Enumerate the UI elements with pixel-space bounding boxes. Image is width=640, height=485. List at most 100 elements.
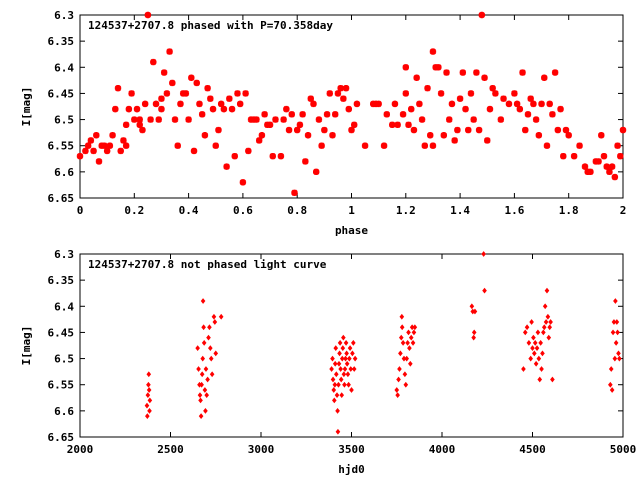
data-point (174, 142, 181, 149)
data-point (534, 345, 540, 351)
data-point (394, 121, 401, 128)
x-tick-label: 0.6 (233, 204, 253, 217)
data-point (332, 111, 339, 118)
data-point (206, 334, 211, 341)
data-point (200, 355, 206, 362)
data-point (205, 376, 210, 383)
data-point (616, 350, 621, 357)
data-point (342, 85, 350, 92)
data-point (76, 152, 84, 160)
data-point (345, 105, 352, 113)
data-point (304, 132, 312, 139)
data-point (396, 376, 401, 383)
data-point (410, 340, 416, 346)
data-point (617, 355, 622, 362)
data-point (109, 132, 116, 139)
data-point (400, 340, 406, 346)
data-point (429, 48, 437, 55)
data-point (472, 308, 478, 315)
data-point (527, 95, 534, 102)
data-point (456, 95, 464, 102)
data-point (548, 319, 553, 325)
data-point (307, 95, 314, 102)
data-point (608, 163, 616, 170)
data-point (333, 345, 339, 351)
data-point (336, 381, 341, 388)
data-point (448, 100, 456, 108)
data-point (330, 376, 336, 383)
x-tick-label: 1.6 (504, 204, 524, 217)
data-point (231, 152, 238, 160)
data-point (533, 360, 539, 367)
y-tick-label: 6.65 (48, 192, 75, 205)
data-point (277, 152, 285, 160)
data-point (239, 179, 247, 186)
data-point (612, 355, 618, 362)
data-point (226, 95, 233, 102)
data-point (600, 152, 608, 160)
y-tick-label: 6.35 (48, 274, 75, 287)
data-point (182, 90, 190, 97)
data-point (336, 360, 342, 367)
data-point (343, 355, 348, 362)
y-tick-label: 6.55 (48, 379, 75, 392)
data-point (207, 324, 212, 331)
data-point (158, 95, 165, 102)
data-point (333, 371, 339, 378)
data-point (446, 116, 453, 123)
data-point (610, 329, 616, 336)
data-point (482, 287, 487, 294)
data-point (380, 142, 388, 149)
data-point (427, 132, 434, 139)
data-point (242, 90, 249, 97)
data-point (197, 392, 203, 399)
x-axis-label: phase (335, 224, 368, 237)
data-point (101, 142, 108, 149)
data-point (201, 324, 206, 331)
data-point (202, 387, 208, 393)
data-point (418, 116, 426, 123)
data-point (348, 126, 355, 134)
data-point (529, 319, 534, 325)
data-point (565, 132, 572, 139)
data-point (212, 142, 219, 149)
data-point (361, 142, 369, 149)
data-point (331, 387, 337, 393)
data-point (535, 132, 543, 139)
data-point (112, 105, 119, 113)
data-point (608, 381, 613, 388)
data-point (299, 111, 306, 118)
data-point (203, 366, 209, 372)
data-point (332, 397, 337, 404)
data-point (258, 132, 266, 139)
data-point (613, 298, 618, 304)
data-point (266, 121, 274, 128)
x-tick-label: 2 (620, 204, 627, 217)
data-point (136, 116, 143, 123)
data-point (543, 142, 551, 149)
data-point (351, 121, 358, 128)
data-point (188, 74, 195, 81)
data-point (139, 126, 146, 134)
data-point (334, 392, 340, 399)
data-point (497, 116, 505, 123)
data-point (198, 397, 203, 404)
data-point (349, 387, 354, 393)
data-point (234, 90, 241, 97)
y-axis-label: I[mag] (20, 326, 33, 366)
data-point (302, 158, 309, 165)
data-point (546, 100, 553, 108)
data-point (342, 366, 348, 372)
data-point (543, 319, 549, 325)
data-point (399, 324, 405, 331)
data-point (120, 137, 127, 144)
data-point (467, 90, 475, 97)
data-point (144, 11, 152, 19)
data-point (344, 350, 349, 357)
data-point (471, 329, 477, 336)
data-point (537, 376, 543, 383)
data-point (211, 313, 217, 320)
data-point (84, 142, 92, 149)
data-point (344, 360, 350, 367)
data-point (141, 100, 149, 108)
